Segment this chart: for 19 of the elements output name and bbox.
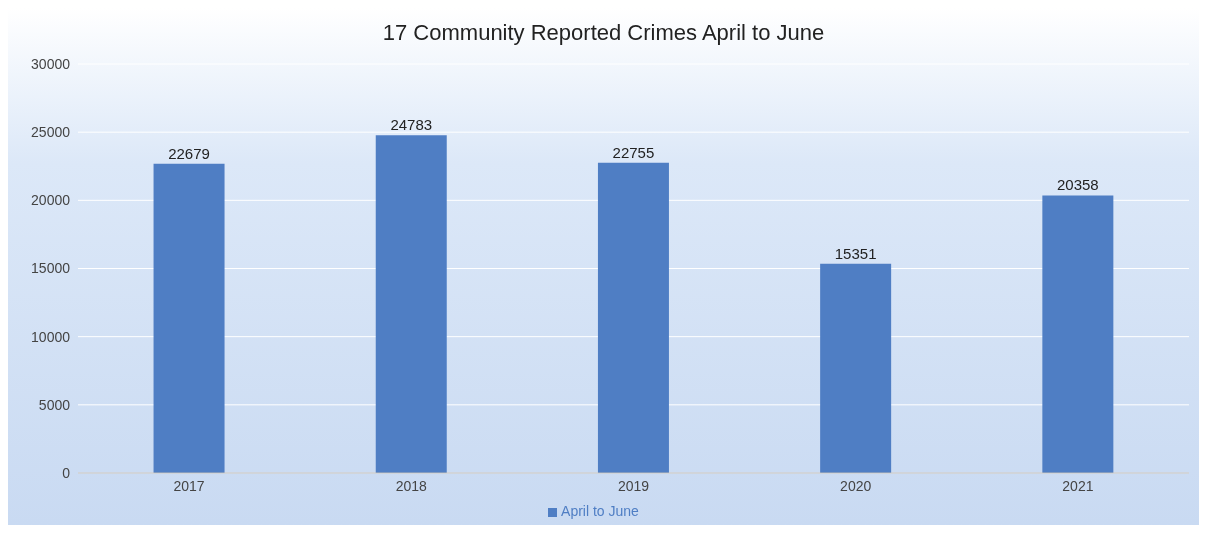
chart-title: 17 Community Reported Crimes April to June (381, 19, 826, 47)
y-tick-label: 20000 (31, 192, 71, 209)
x-tick-label: 2020 (840, 477, 872, 494)
data-label: 24783 (390, 116, 433, 134)
data-label: 22755 (612, 143, 655, 161)
data-label: 22679 (168, 144, 210, 162)
x-tick-label: 2021 (1062, 477, 1094, 494)
y-tick-label: 0 (62, 464, 71, 481)
y-tick-label: 30000 (31, 55, 71, 72)
y-tick-label: 5000 (38, 396, 71, 413)
y-tick-label: 15000 (31, 260, 71, 277)
data-label: 20358 (1056, 176, 1099, 194)
legend-label: April to June (561, 503, 639, 519)
data-label: 15351 (834, 244, 877, 262)
x-tick-label: 2019 (617, 477, 650, 494)
x-tick-label: 2017 (173, 477, 205, 494)
y-tick-label: 10000 (31, 328, 71, 345)
y-tick-label: 25000 (31, 124, 71, 141)
x-tick-label: 2018 (395, 477, 428, 494)
